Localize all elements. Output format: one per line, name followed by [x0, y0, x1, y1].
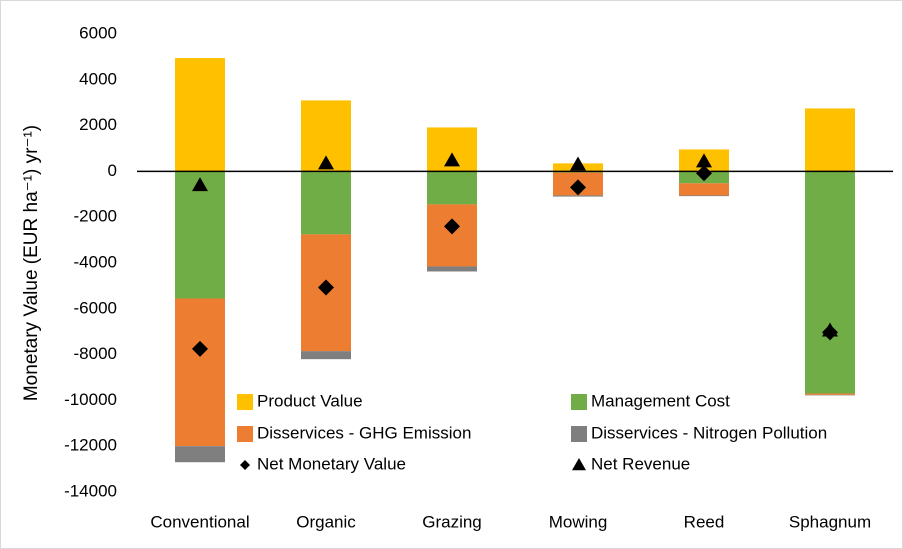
x-tick-label: Mowing — [549, 512, 608, 531]
legend-swatch — [237, 426, 253, 442]
x-tick-label: Grazing — [422, 512, 482, 531]
y-tick-label: -10000 — [64, 390, 117, 409]
x-tick-label: Conventional — [150, 512, 249, 531]
y-axis-title: Monetary Value (EUR ha⁻¹) yr⁻¹) — [21, 125, 42, 401]
y-tick-label: -14000 — [64, 481, 117, 500]
legend-label: Product Value — [257, 391, 363, 410]
bar-segment — [805, 171, 855, 394]
bar-segment — [301, 171, 351, 235]
bar-segment — [427, 204, 477, 267]
bar-segment — [679, 183, 729, 196]
bar-segment — [805, 108, 855, 172]
y-tick-label: -4000 — [74, 252, 117, 271]
marker-triangle — [822, 322, 838, 337]
bar-segment — [679, 195, 729, 197]
y-tick-label: 0 — [108, 161, 117, 180]
bar-segment — [301, 351, 351, 360]
legend-marker — [240, 460, 250, 470]
bar-segment — [427, 171, 477, 205]
legend-swatch — [237, 394, 253, 410]
legend-label: Net Monetary Value — [257, 454, 406, 473]
legend-swatch — [571, 394, 587, 410]
marker-diamond — [696, 165, 712, 182]
legend-marker — [572, 458, 586, 471]
x-tick-label: Reed — [684, 512, 725, 531]
marker-diamond — [318, 279, 334, 296]
marker-diamond — [570, 179, 586, 196]
legend-label: Disservices - GHG Emission — [257, 423, 471, 442]
legend-swatch — [571, 426, 587, 442]
marker-diamond — [444, 218, 460, 235]
legend-label: Net Revenue — [591, 454, 690, 473]
y-tick-label: 6000 — [79, 23, 117, 42]
x-tick-label: Sphagnum — [789, 512, 871, 531]
bar-segment — [175, 446, 225, 463]
y-tick-label: -8000 — [74, 344, 117, 363]
y-tick-label: -6000 — [74, 298, 117, 317]
marker-triangle — [318, 155, 334, 170]
bar-segment — [427, 266, 477, 272]
legend-label: Disservices - Nitrogen Pollution — [591, 423, 827, 442]
y-tick-label: 4000 — [79, 69, 117, 88]
bar-segment — [175, 171, 225, 299]
y-tick-label: -12000 — [64, 436, 117, 455]
legend-label: Management Cost — [591, 391, 730, 410]
marker-triangle — [444, 152, 460, 167]
marker-triangle — [570, 156, 586, 171]
marker-triangle — [696, 153, 712, 168]
bar-segment — [175, 58, 225, 172]
y-tick-label: 2000 — [79, 115, 117, 134]
x-tick-label: Organic — [296, 512, 356, 531]
marker-triangle — [192, 177, 208, 192]
y-tick-label: -2000 — [74, 207, 117, 226]
marker-diamond — [192, 340, 208, 357]
bar-segment — [805, 393, 855, 395]
bar-segment — [175, 298, 225, 447]
bar-segment — [553, 195, 603, 197]
